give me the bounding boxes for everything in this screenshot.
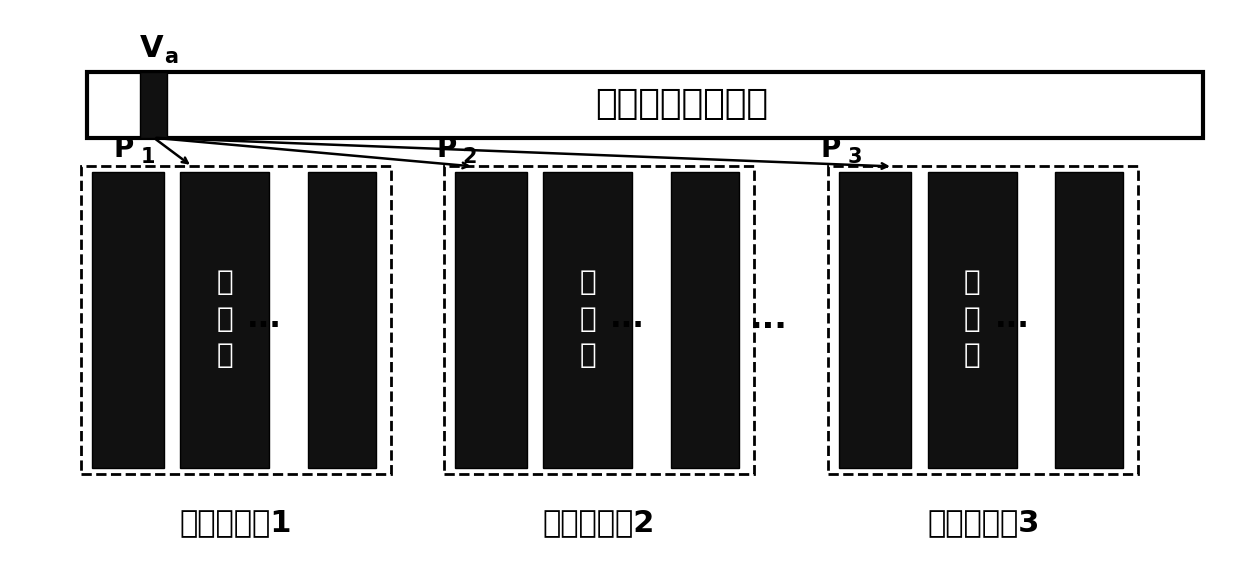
- Text: ...: ...: [994, 304, 1029, 333]
- Bar: [543, 172, 632, 468]
- Bar: [928, 172, 1017, 468]
- Bar: [671, 172, 739, 468]
- Text: ...: ...: [750, 302, 787, 335]
- Bar: [828, 166, 1138, 474]
- Bar: [455, 172, 527, 468]
- Text: 主
备
份: 主 备 份: [216, 267, 233, 370]
- Text: 存储服务器1: 存储服务器1: [180, 508, 291, 537]
- Text: P: P: [436, 135, 456, 163]
- Bar: [180, 172, 269, 468]
- Text: 全局虚拟地址空间: 全局虚拟地址空间: [595, 87, 769, 122]
- Bar: [140, 72, 167, 138]
- Text: 副
备
份: 副 备 份: [963, 267, 981, 370]
- Text: 存储服务器3: 存储服务器3: [928, 508, 1039, 537]
- Text: ...: ...: [247, 304, 281, 333]
- Bar: [87, 72, 1203, 138]
- Bar: [308, 172, 376, 468]
- Text: 2: 2: [463, 148, 477, 167]
- Text: P: P: [114, 135, 134, 163]
- Bar: [839, 172, 911, 468]
- Text: ...: ...: [610, 304, 645, 333]
- Text: P: P: [821, 135, 841, 163]
- Bar: [1055, 172, 1123, 468]
- Bar: [92, 172, 164, 468]
- Text: 3: 3: [847, 148, 862, 167]
- Text: 存储服务器2: 存储服务器2: [543, 508, 655, 537]
- Text: a: a: [164, 48, 179, 67]
- Text: 1: 1: [140, 148, 155, 167]
- Bar: [81, 166, 391, 474]
- Text: V: V: [139, 34, 164, 63]
- Bar: [444, 166, 754, 474]
- Text: 副
备
份: 副 备 份: [579, 267, 596, 370]
